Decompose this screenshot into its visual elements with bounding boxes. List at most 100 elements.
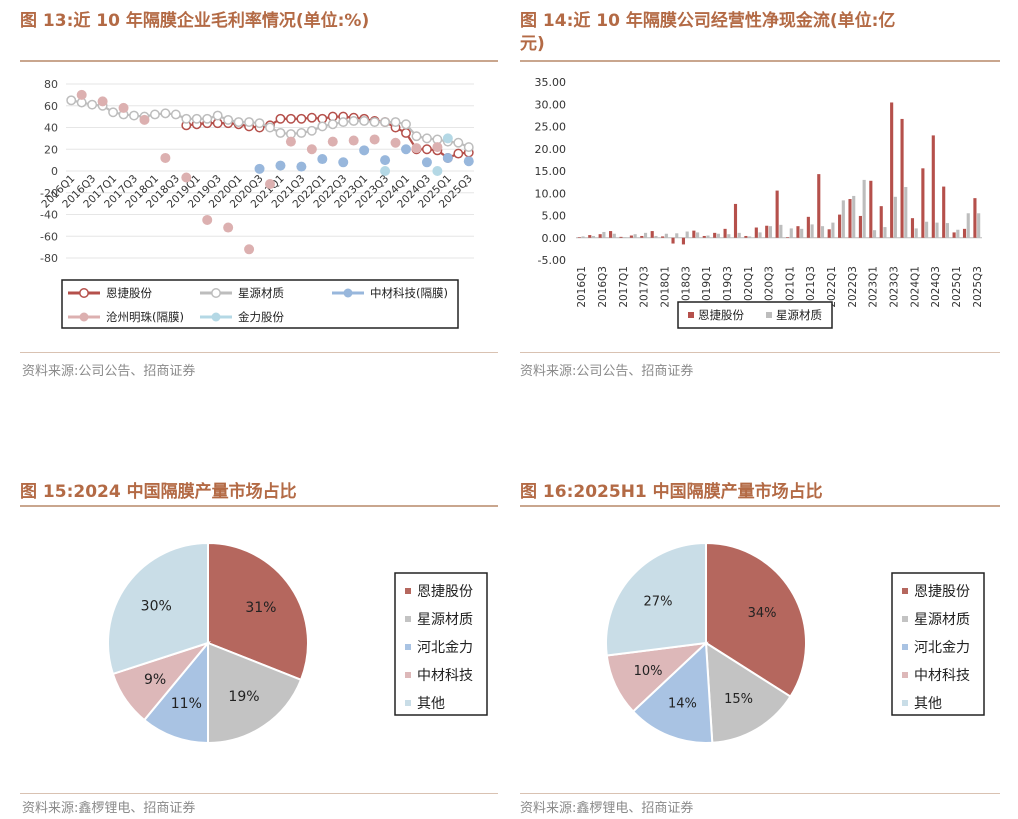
fig15-legend-swatch	[405, 672, 411, 678]
fig14-y-tick-label: 0.00	[542, 232, 567, 245]
fig13-data-point	[285, 136, 296, 147]
fig13-legend: 恩捷股份 星源材质 中材科技(隔膜) 沧州明珠(隔膜) 金力股份	[61, 279, 459, 329]
fig14-bar	[612, 233, 616, 238]
fig15-legend-label: 其他	[417, 696, 445, 712]
fig14-y-tick-label: 15.00	[535, 165, 567, 178]
fig13-data-point	[181, 113, 192, 124]
fig14-y-tick-label: 30.00	[535, 98, 567, 111]
fig14-x-tick-label: 2019Q1	[701, 266, 713, 308]
fig14-y-tick-label: 5.00	[542, 210, 567, 223]
fig14-x-tick-label: 2016Q3	[597, 266, 609, 308]
fig13-y-tick-label: 40	[44, 122, 58, 135]
fig14-bar	[633, 234, 637, 238]
fig14-bar	[685, 231, 689, 238]
fig15-legend-item: 星源材质	[405, 612, 473, 628]
fig14-legend-label: 星源材质	[776, 308, 822, 322]
fig13-data-point	[327, 119, 338, 130]
fig14-bar	[577, 237, 581, 238]
fig14-bar	[966, 213, 970, 238]
fig13-data-point	[202, 214, 213, 225]
fig13-data-point	[160, 152, 171, 163]
fig14-title-rule	[520, 60, 1000, 62]
fig15-legend-item: 其他	[405, 696, 445, 712]
fig13-data-point	[338, 157, 349, 168]
fig13-data-point	[390, 117, 401, 128]
fig13-data-point	[296, 161, 307, 172]
fig13-data-point	[369, 117, 380, 128]
fig16-legend-item: 河北金力	[902, 640, 970, 656]
fig13-legend-item: 星源材质	[200, 286, 284, 300]
fig16-legend-label: 星源材质	[914, 612, 970, 628]
fig14-bar	[806, 216, 810, 238]
fig13-data-point	[87, 99, 98, 110]
fig14-bar	[883, 227, 887, 238]
fig14-bar	[925, 221, 929, 238]
fig14-bar	[910, 218, 915, 238]
fig15-slice-label: 11%	[171, 696, 202, 712]
fig16-slice-label: 14%	[668, 697, 697, 712]
fig14-bar	[796, 226, 800, 238]
fig16-slice-label: 34%	[748, 606, 777, 621]
fig15-legend-label: 星源材质	[417, 612, 473, 628]
fig13-line-chart: -80-60-40-200204060802016Q12016Q32017Q12…	[39, 78, 475, 329]
fig16-source: 资料来源:鑫椤锂电、招商证券	[520, 801, 694, 816]
fig13-source: 资料来源:公司公告、招商证券	[22, 364, 196, 379]
fig14-bar	[890, 102, 894, 238]
fig14-bar	[952, 232, 956, 238]
fig16-legend-swatch	[902, 644, 908, 650]
fig13-legend-item: 恩捷股份	[68, 286, 152, 300]
fig14-bar	[914, 228, 918, 238]
fig13-data-point	[463, 156, 474, 167]
fig14-x-tick-label: 2025Q3	[972, 266, 984, 308]
fig13-data-point	[181, 172, 192, 183]
fig15-pie-slice	[207, 641, 303, 745]
fig13-data-point	[359, 116, 370, 126]
fig14-bar	[841, 200, 845, 238]
fig15-pie-slice	[142, 640, 209, 745]
fig16-legend-swatch	[902, 588, 908, 594]
fig14-bar	[654, 235, 658, 238]
fig14-bar	[598, 234, 602, 238]
fig16-legend-item: 星源材质	[902, 612, 970, 628]
fig14-bar	[900, 118, 904, 238]
fig14-bottom-rule	[520, 352, 1000, 353]
fig14-bar	[629, 235, 633, 238]
fig14-x-tick-label: 2024Q3	[930, 266, 942, 308]
fig16-pie-slice	[704, 641, 792, 744]
fig14-x-tick-label: 2020Q3	[764, 266, 776, 308]
fig14-bar	[591, 235, 596, 238]
fig14-title: 图 14:近 10 年隔膜公司经营性净现金流(单位:亿 元)	[520, 10, 1005, 56]
fig13-data-point	[202, 113, 213, 124]
fig14-x-tick-label: 2024Q1	[909, 266, 921, 308]
fig16-bottom-rule	[520, 793, 1000, 794]
fig13-legend-label: 星源材质	[238, 286, 284, 300]
fig14-title-line2: 元)	[520, 34, 545, 54]
fig13-data-point	[421, 157, 432, 168]
fig14-x-tick-label: 2016Q1	[576, 266, 588, 308]
fig14-title-line1: 图 14:近 10 年隔膜公司经营性净现金流(单位:亿	[520, 11, 896, 31]
fig13-y-tick-label: 0	[51, 165, 58, 178]
fig14-legend-swatch	[688, 312, 694, 318]
fig14-legend-item: 恩捷股份	[688, 308, 744, 322]
fig15-slice-label: 19%	[228, 689, 259, 705]
fig13-data-point	[317, 121, 328, 132]
fig14-bar	[973, 198, 977, 238]
fig14-bar	[702, 235, 706, 238]
fig16-pie-slice	[631, 640, 714, 744]
fig14-bar	[942, 186, 946, 238]
fig14-x-tick-label: 2023Q1	[868, 266, 880, 308]
fig13-legend-marker	[343, 288, 353, 298]
fig16-legend-label: 其他	[914, 696, 942, 712]
fig13-data-point	[118, 102, 129, 113]
fig14-bar	[744, 235, 748, 238]
fig14-bar	[820, 226, 825, 238]
fig14-x-tick-label: 2018Q3	[680, 266, 692, 308]
fig13-data-point	[244, 244, 255, 255]
fig13-title: 图 13:近 10 年隔膜企业毛利率情况(单位:%)	[20, 11, 370, 31]
fig13-bottom-rule	[20, 352, 498, 353]
fig13-data-point	[170, 109, 181, 120]
fig13-data-point	[380, 117, 391, 128]
fig13-legend-marker	[79, 288, 89, 298]
fig14-bar	[893, 196, 897, 238]
